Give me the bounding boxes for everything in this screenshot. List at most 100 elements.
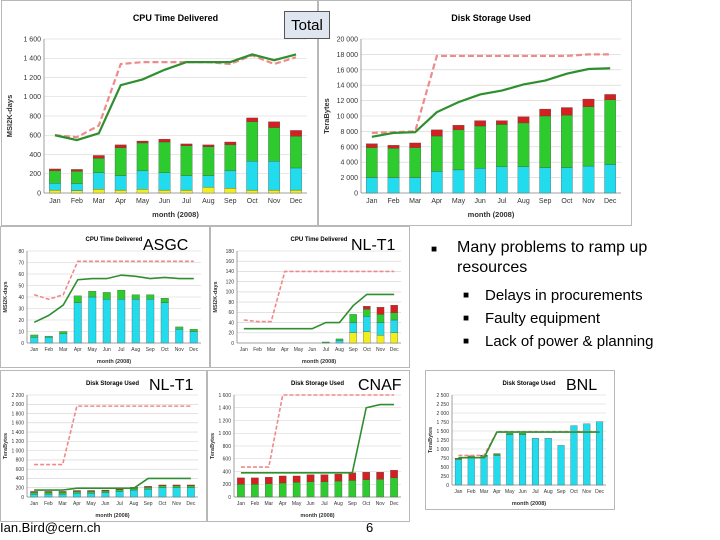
x-tick-label: Jan: [237, 501, 245, 507]
bar-segment-green: [335, 338, 344, 341]
x-tick-label: Jul: [118, 347, 124, 353]
bar-segment-green: [224, 144, 237, 172]
bnl-label: BNL: [566, 377, 598, 394]
bar-segment-cyan: [246, 161, 259, 191]
nl-t1-cpu-label: NL-T1: [351, 237, 396, 254]
y-tick-label: 180: [226, 249, 235, 255]
x-tick-label: Oct: [570, 489, 578, 495]
x-tick-label: Dec: [604, 198, 617, 205]
y-tick-label: 1 200: [11, 439, 24, 445]
x-tick-label: Jan: [30, 347, 38, 353]
bar-segment-red: [158, 138, 171, 143]
bar-segment-green: [175, 326, 184, 330]
bar-segment-red: [362, 471, 370, 480]
bar-segment-green: [376, 314, 385, 323]
cnaf-disk-panel: Disk Storage Used 0 200 400 600 800 1 000 1 200…: [207, 370, 410, 522]
bar-segment-red: [268, 121, 280, 128]
bar-segment-green: [59, 331, 68, 334]
x-tick-label: Jan: [240, 347, 248, 353]
bar-segment-red: [92, 155, 105, 159]
y-tick-label: 600: [16, 467, 25, 473]
y-tick-label: 60: [228, 310, 234, 316]
y-tick-label: 20 000: [337, 36, 359, 43]
x-tick-label: Jun: [101, 501, 109, 507]
bar-segment-cyan: [101, 492, 110, 498]
bar-segment-red: [376, 307, 385, 315]
y-tick-label: 1 000: [11, 448, 24, 454]
bar-segment-red: [561, 107, 573, 116]
notes-item: ■ Delays in procurements: [463, 284, 715, 307]
bar-segment-red: [44, 491, 53, 493]
chart-title: Disk Storage Used: [86, 381, 139, 387]
x-tick-label: Apr: [279, 501, 287, 507]
x-axis-title: month (2008): [468, 210, 515, 219]
y-tick-label: 40: [228, 320, 234, 326]
bar-segment-yellow: [158, 189, 171, 194]
x-tick-label: Apr: [115, 198, 127, 205]
x-tick-label: Apr: [281, 347, 289, 353]
square-bullet-icon: ■: [463, 336, 470, 347]
x-tick-label: May: [294, 347, 304, 353]
bar-segment-green: [292, 482, 301, 498]
bar-segment-green: [268, 127, 280, 162]
bar-segment-green: [73, 295, 82, 303]
notes-item-text: Lack of power & planning: [485, 333, 654, 350]
y-tick-label: 120: [226, 279, 235, 285]
pledge-line: [54, 54, 297, 139]
y-tick-label: 20: [228, 331, 234, 337]
x-tick-label: Feb: [467, 489, 476, 495]
x-tick-label: Nov: [172, 501, 181, 507]
y-tick-label: 70: [18, 260, 24, 266]
bar-segment-green: [44, 335, 53, 338]
nl-t1-disk-chart: Disk Storage Used 0 200 400 600 800 1 000 1 200…: [3, 381, 198, 519]
bar-segment-green: [349, 314, 357, 323]
y-tick-label: 80: [18, 249, 24, 255]
x-tick-label: Aug: [544, 489, 553, 495]
x-tick-label: Sep: [146, 347, 155, 353]
bar-segment-cyan: [452, 169, 465, 194]
notes-main-text: Many problems to ramp up resources: [457, 239, 648, 276]
bar-segment-cyan: [496, 166, 508, 194]
x-tick-label: Oct: [158, 501, 166, 507]
nl-t1-disk-panel: Disk Storage Used 0 200 400 600 800 1 000 1 200…: [0, 370, 207, 522]
x-tick-label: Feb: [44, 347, 53, 353]
x-tick-label: May: [136, 198, 150, 205]
y-tick-label: 2 000: [11, 402, 24, 408]
bar-segment-green: [117, 289, 126, 300]
bar-segment-yellow: [246, 189, 259, 194]
bar-segment-green: [189, 329, 198, 332]
pledge-line: [240, 394, 395, 468]
bar-segment-red: [390, 305, 398, 313]
bar-segment-red: [431, 129, 443, 137]
bar-segment-green: [362, 479, 370, 498]
nl-t1-cpu-chart: CPU Time Delivered 0 20 40 60 80 100 120 140 160 1…: [213, 237, 401, 365]
bar-segment-green: [334, 480, 343, 498]
bnl-disk-chart: Disk Storage Used 0 250 500 750 1 000 1 250 1 5…: [428, 381, 606, 507]
bar-segment-cyan: [517, 166, 530, 194]
y-tick-label: 1 000: [23, 94, 41, 101]
pledge-line: [458, 430, 600, 457]
pledge-line: [34, 260, 194, 301]
x-tick-label: Aug: [517, 198, 530, 205]
bar-segment-cyan: [30, 494, 38, 498]
x-tick-label: Aug: [202, 198, 215, 205]
bar-segment-cyan: [117, 299, 126, 344]
x-axis-title: month (2008): [302, 359, 336, 365]
y-tick-label: 800: [16, 458, 25, 464]
bar-segment-red: [237, 477, 245, 485]
bar-segment-red: [582, 98, 595, 107]
bar-segment-yellow: [290, 189, 302, 194]
y-tick-label: 1 600: [218, 393, 231, 399]
y-tick-label: 2 200: [11, 393, 24, 399]
x-tick-label: Mar: [480, 489, 489, 495]
bar-segment-cyan: [114, 175, 127, 191]
page-number: 6: [366, 520, 374, 535]
x-tick-label: Aug: [131, 347, 140, 353]
square-bullet-icon: ■: [463, 313, 470, 324]
bar-segment-red: [496, 120, 508, 125]
bar-segment-cyan: [531, 438, 539, 486]
x-axis-title: month (2008): [300, 513, 334, 519]
x-tick-label: Oct: [561, 198, 572, 205]
pledge-line: [371, 53, 611, 135]
bar-segment-cyan: [363, 316, 371, 332]
